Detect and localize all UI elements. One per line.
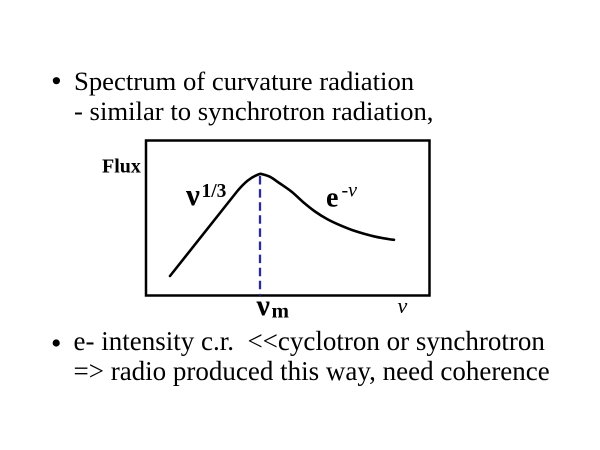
svg-text:-ν: -ν xyxy=(342,180,358,202)
svg-text:1/3: 1/3 xyxy=(202,181,227,202)
svg-text:m: m xyxy=(272,299,290,323)
svg-text:e: e xyxy=(326,183,338,214)
svg-text:ν: ν xyxy=(185,177,200,212)
svg-text:Flux: Flux xyxy=(102,156,141,178)
svg-text:ν: ν xyxy=(398,293,408,318)
svg-text:ν: ν xyxy=(256,289,271,322)
